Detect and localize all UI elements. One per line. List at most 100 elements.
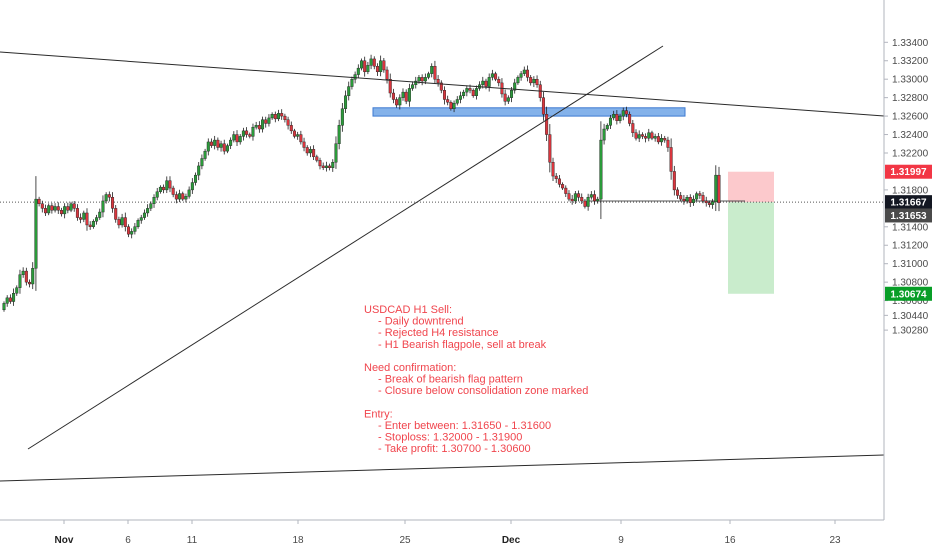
annotation-line: - Enter between: 1.31650 - 1.31600	[378, 420, 551, 432]
candle-up	[573, 191, 577, 204]
candle-body	[104, 194, 108, 202]
candle-body	[570, 198, 574, 202]
candle-up	[452, 100, 456, 113]
candle-down	[698, 190, 702, 199]
candle-down	[593, 190, 597, 205]
candle-body	[388, 78, 392, 94]
candle-body	[442, 90, 446, 100]
candle-up	[178, 189, 182, 203]
candle-down	[216, 137, 220, 151]
candle-up	[136, 218, 140, 229]
candle-up	[513, 78, 517, 94]
x-tick-label: 11	[187, 535, 198, 546]
candle-body	[95, 217, 99, 222]
candle-up	[251, 123, 255, 141]
x-tick-label: 25	[399, 535, 411, 546]
descending-trendline	[0, 51, 885, 117]
candle-down	[56, 202, 60, 214]
candle-body	[510, 90, 514, 98]
candle-body	[589, 194, 593, 198]
candle-down	[50, 202, 54, 214]
candle-body	[126, 226, 130, 235]
candle-up	[407, 83, 411, 107]
candle-up	[152, 194, 156, 208]
candle-body	[458, 95, 462, 100]
candle-down	[704, 196, 708, 207]
candle-body	[181, 193, 185, 200]
candle-down	[577, 190, 581, 202]
candle-body	[123, 217, 127, 227]
candle-body	[328, 165, 332, 168]
candle-body	[235, 134, 239, 143]
candle-down	[580, 193, 584, 205]
candle-down	[292, 128, 296, 139]
candle-body	[369, 58, 373, 66]
candle-down	[669, 138, 673, 180]
y-axis[interactable]: 1.33400 1.33200 1.33000 1.32800 1.32600 1.324…	[883, 0, 932, 520]
candle-down	[289, 121, 293, 134]
candle-body	[56, 206, 60, 211]
candle-body	[583, 200, 587, 207]
candle-up	[133, 223, 137, 235]
annotation-line: - H1 Bearish flagpole, sell at break	[378, 339, 547, 351]
y-tick-label: 1.33200	[892, 56, 929, 67]
candle-up	[47, 203, 51, 216]
candle-up	[324, 161, 328, 172]
candle-up	[516, 75, 520, 85]
candle-down	[391, 88, 395, 104]
candle-body	[222, 143, 226, 152]
candle-body	[714, 174, 718, 203]
candle-up	[379, 55, 383, 77]
candle-body	[117, 219, 121, 226]
candle-up	[139, 214, 143, 224]
candle-body	[34, 198, 38, 269]
candle-body	[194, 174, 198, 183]
candle-up	[200, 154, 204, 170]
candle-up	[308, 146, 312, 158]
candle-body	[455, 99, 459, 104]
candle-up	[53, 203, 57, 213]
candle-body	[615, 114, 619, 121]
candle-body	[165, 180, 169, 191]
candle-up	[98, 208, 102, 220]
candle-down	[315, 154, 319, 163]
candle-body	[142, 212, 146, 218]
candle-up	[522, 66, 526, 76]
candle-body	[82, 212, 86, 220]
candle-down	[85, 208, 89, 231]
candle-body	[494, 73, 498, 80]
candle-up	[653, 133, 657, 142]
candle-body	[628, 114, 632, 124]
candle-up	[596, 196, 600, 204]
candle-body	[200, 158, 204, 167]
candle-down	[615, 110, 619, 125]
candle-body	[286, 119, 290, 126]
candle-body	[522, 69, 526, 74]
lower-support-line	[0, 454, 885, 482]
candle-up	[238, 134, 242, 145]
candle-up	[34, 176, 38, 291]
candle-down	[545, 106, 549, 142]
candle-body	[691, 198, 695, 204]
candle-up	[2, 301, 6, 312]
candle-body	[624, 110, 628, 115]
candle-down	[72, 201, 76, 212]
y-tick-label: 1.32600	[892, 112, 929, 123]
candle-body	[688, 197, 692, 204]
candle-up	[82, 210, 86, 223]
candle-body	[503, 93, 507, 102]
candle-down	[535, 75, 539, 88]
candle-body	[178, 193, 182, 200]
candle-body	[612, 114, 616, 119]
candle-down	[302, 137, 306, 152]
x-tick-label: 16	[724, 535, 736, 546]
candle-body	[545, 114, 549, 135]
candle-down	[8, 294, 12, 304]
candle-body	[356, 67, 360, 75]
candle-body	[561, 184, 565, 189]
y-tick-label: 1.31400	[892, 222, 929, 233]
x-tick-label: Nov	[55, 535, 74, 546]
candle-up	[149, 201, 153, 212]
candle-down	[222, 139, 226, 155]
